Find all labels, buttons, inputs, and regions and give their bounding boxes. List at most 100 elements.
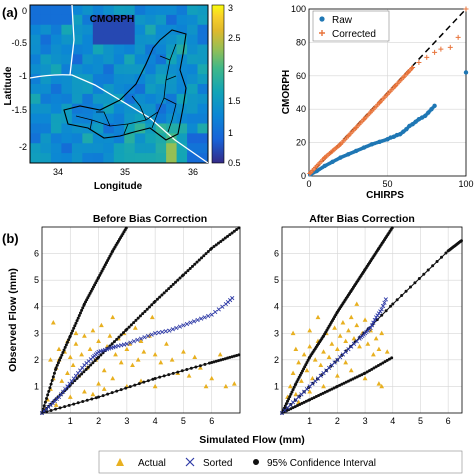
confidence-interval-point xyxy=(61,351,65,355)
sorted-point xyxy=(181,323,186,328)
before-grid xyxy=(42,227,240,413)
heatmap-cell xyxy=(187,54,198,65)
actual-point xyxy=(48,357,53,362)
heatmap-cell xyxy=(155,44,167,55)
heatmap-cell xyxy=(113,54,125,65)
heatmap-cell xyxy=(187,74,198,85)
confidence-interval-point xyxy=(185,368,189,372)
heatmap-cell xyxy=(197,123,208,134)
heatmap-cell xyxy=(61,143,73,154)
actual-point xyxy=(307,343,313,349)
heatmap-cell xyxy=(145,84,157,95)
actual-point xyxy=(99,322,104,328)
heatmap-cell xyxy=(82,143,94,154)
heatmap-cell xyxy=(166,5,177,16)
heatmap-cell xyxy=(40,54,52,65)
heatmap-cell xyxy=(166,93,177,105)
confidence-interval-point xyxy=(84,367,88,371)
flow-xtick-label: 6 xyxy=(209,416,214,426)
heatmap-cell xyxy=(50,93,62,105)
sorted-point xyxy=(213,309,218,315)
heatmap-cell xyxy=(82,84,94,95)
heatmap-cell xyxy=(176,44,188,55)
confidence-interval-point xyxy=(384,309,388,313)
heatmap-cell xyxy=(103,24,115,36)
actual-point xyxy=(113,351,118,357)
map-ytick: -1.5 xyxy=(11,105,27,115)
heatmap-cell xyxy=(82,93,94,105)
confidence-interval-point xyxy=(195,260,199,264)
confidence-interval-point xyxy=(119,388,123,392)
legend-corrected-marker xyxy=(319,30,325,36)
confidence-interval-point xyxy=(431,264,435,268)
heatmap-cell xyxy=(71,24,83,36)
heatmap-cell xyxy=(30,14,41,26)
heatmap-cell xyxy=(113,5,125,16)
heatmap-cell xyxy=(92,14,104,26)
heatmap-cell xyxy=(103,143,115,154)
heatmap-cell xyxy=(61,14,73,26)
confidence-interval-point xyxy=(137,382,141,386)
before-title: Before Bias Correction xyxy=(93,213,207,225)
heatmap-cell xyxy=(92,5,104,16)
heatmap-cell xyxy=(30,74,41,85)
heatmap-cell xyxy=(134,34,146,45)
heatmap-cell xyxy=(30,133,41,144)
confidence-interval-point xyxy=(81,306,85,310)
sorted-point xyxy=(379,307,384,312)
confidence-interval-point xyxy=(121,331,125,335)
heatmap-cell xyxy=(103,133,115,144)
heatmap-cell xyxy=(71,54,83,65)
qq-marks xyxy=(307,6,469,177)
qq-corrected-point xyxy=(432,49,438,55)
flow-ytick-label: 4 xyxy=(34,302,39,312)
actual-point xyxy=(354,301,360,306)
heatmap-cell xyxy=(30,93,41,105)
qq-corrected-point xyxy=(409,66,415,72)
actual-point xyxy=(67,394,73,399)
heatmap-cell xyxy=(197,93,208,105)
confidence-interval-point xyxy=(112,340,116,344)
confidence-interval-point xyxy=(440,255,444,259)
actual-point xyxy=(346,328,351,333)
confidence-interval-point xyxy=(99,353,103,357)
sorted-point xyxy=(135,337,140,343)
heatmap-cell xyxy=(113,24,125,36)
cmorph-map: CMORPH 34 35 36 0 -0.5 -1 -1.5 -2 xyxy=(3,3,241,192)
heatmap-cell xyxy=(50,14,62,26)
confidence-interval-point xyxy=(90,397,94,401)
heatmap-cell xyxy=(82,54,94,65)
heatmap-cell xyxy=(50,143,62,154)
qq-xtick-label: 100 xyxy=(458,179,473,189)
confidence-interval-point xyxy=(391,302,395,306)
heatmap-cell xyxy=(82,123,94,134)
heatmap-cell xyxy=(113,123,125,134)
confidence-interval-point xyxy=(76,316,80,320)
heatmap-cell xyxy=(30,113,41,124)
actual-point xyxy=(362,375,368,381)
heatmap-cell xyxy=(155,153,167,163)
actual-point xyxy=(362,317,368,322)
sorted-point xyxy=(202,315,207,320)
heatmap-cell xyxy=(61,123,73,134)
confidence-interval-point xyxy=(162,374,166,378)
heatmap-cell xyxy=(30,54,41,65)
confidence-interval-point xyxy=(158,295,162,299)
heatmap-cell xyxy=(92,64,104,75)
confidence-interval-point xyxy=(129,323,133,327)
heatmap-cell xyxy=(166,133,177,144)
actual-point xyxy=(101,386,107,391)
heatmap-cell xyxy=(134,54,146,65)
confidence-interval-point xyxy=(58,358,62,362)
heatmap-cell xyxy=(166,84,177,95)
qq-frame xyxy=(308,8,467,177)
heatmap-cell xyxy=(61,74,73,85)
confidence-interval-point xyxy=(203,362,207,366)
confidence-interval-point xyxy=(217,241,221,245)
actual-point xyxy=(50,320,56,325)
heatmap-cell xyxy=(61,93,73,105)
sorted-point xyxy=(149,332,154,337)
sorted-point xyxy=(195,317,200,323)
bottom-legend: Actual Sorted 95% Confidence Interval xyxy=(98,450,463,474)
